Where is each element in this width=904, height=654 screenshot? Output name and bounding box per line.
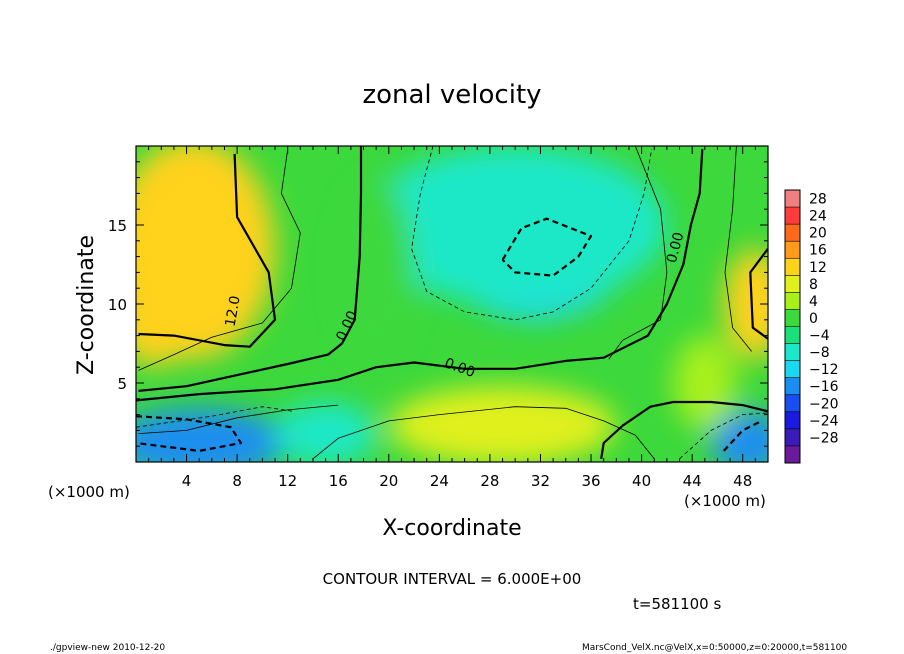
contour-line-10 [312,406,655,460]
y-axis-label: Z-coordinate [74,235,99,375]
colorbar-swatch [785,326,800,344]
x-tick-label: 28 [480,472,499,490]
footer-right: MarsCond_VelX.nc@VelX,x=0:50000,z=0:2000… [582,643,847,653]
y-tick-label: 10 [108,296,127,314]
colorbar-label: 16 [809,243,827,259]
x-tick-label: 44 [683,472,702,490]
x-tick-label: 40 [632,472,651,490]
colorbar-swatch [785,292,800,310]
contour-line-3 [600,400,768,459]
colorbar-label: −4 [809,328,830,344]
x-tick-label: 16 [329,472,348,490]
colorbar-label: 12 [809,260,827,276]
colorbar-label: 20 [809,226,827,242]
colorbar-swatch [785,309,800,327]
field-region-1 [136,272,193,368]
velocity-field [136,146,768,462]
colorbar-label: −20 [809,396,839,412]
colorbar-swatch [785,207,800,225]
contour-line-7 [722,419,763,452]
colorbar-label: 0 [809,311,818,327]
y-tick-label: 15 [108,217,127,235]
field-region-10 [338,177,415,368]
field-region-4 [136,408,288,462]
colorbar-label: −12 [809,362,839,378]
colorbar-swatch [785,411,800,430]
colorbar-swatch [785,377,800,396]
colorbar-swatch [785,224,800,242]
colorbar-swatch [785,394,800,413]
contour-line-0 [138,153,277,348]
x-tick-label: 32 [531,472,550,490]
contour-line-5 [501,217,593,277]
x-tick-label: 24 [430,472,449,490]
x-unit-right: (×1000 m) [684,492,766,510]
colorbar-label: −24 [809,413,839,429]
contour-line-2 [136,149,704,402]
contour-line-6 [136,415,242,452]
x-axis-label: X-coordinate [382,516,521,541]
x-tick-label: 4 [182,472,192,490]
field-region-9 [673,335,737,431]
contour-interval-label: CONTOUR INTERVAL = 6.000E+00 [323,570,582,588]
colorbar-label: 8 [809,277,818,293]
footer-left: ./gpview-new 2010-12-20 [50,643,165,653]
time-label: t=581100 s [633,595,721,613]
colorbar-swatch [785,258,800,276]
contour-lines [136,146,768,460]
y-tick-label: 5 [117,375,127,393]
x-tick-label: 48 [733,472,752,490]
colorbar-label: −16 [809,379,839,395]
chart-title: zonal velocity [362,80,541,110]
colorbar-label: −8 [809,345,830,361]
colorbar-label: 28 [809,192,827,208]
contour-line-13 [411,146,653,321]
contour-line-14 [136,406,295,428]
contour-label-3: 0.00 [664,231,688,265]
colorbar-swatch [785,190,800,208]
colorbar-swatch [785,428,800,447]
contour-line-11 [608,146,668,360]
colorbar-swatch [785,343,800,361]
contour-label-0: 12.0 [223,294,244,327]
field-region-3 [363,146,667,304]
colorbar-swatch [785,241,800,259]
contour-line-9 [138,404,339,434]
contour-line-15 [679,412,768,460]
colorbar-swatch [785,445,800,464]
x-tick-label: 20 [379,472,398,490]
colorbar-label: 4 [809,294,818,310]
x-tick-label: 8 [232,472,242,490]
colorbar-swatch [785,275,800,293]
contour-line-8 [138,149,301,371]
colorbar-swatch [785,360,800,378]
contour-line-1 [138,146,363,392]
field-region-6 [388,386,617,462]
colorbar-label: −28 [809,430,839,446]
plot-area: 12.0 0.000.000.00 [135,145,769,463]
x-unit-left: (×1000 m) [48,483,130,501]
colorbar-label: 24 [809,209,827,225]
contour-line-12 [724,146,752,352]
contour-line-4 [749,248,768,340]
x-tick-label: 36 [581,472,600,490]
field-region-5 [275,401,377,462]
x-tick-label: 12 [278,472,297,490]
